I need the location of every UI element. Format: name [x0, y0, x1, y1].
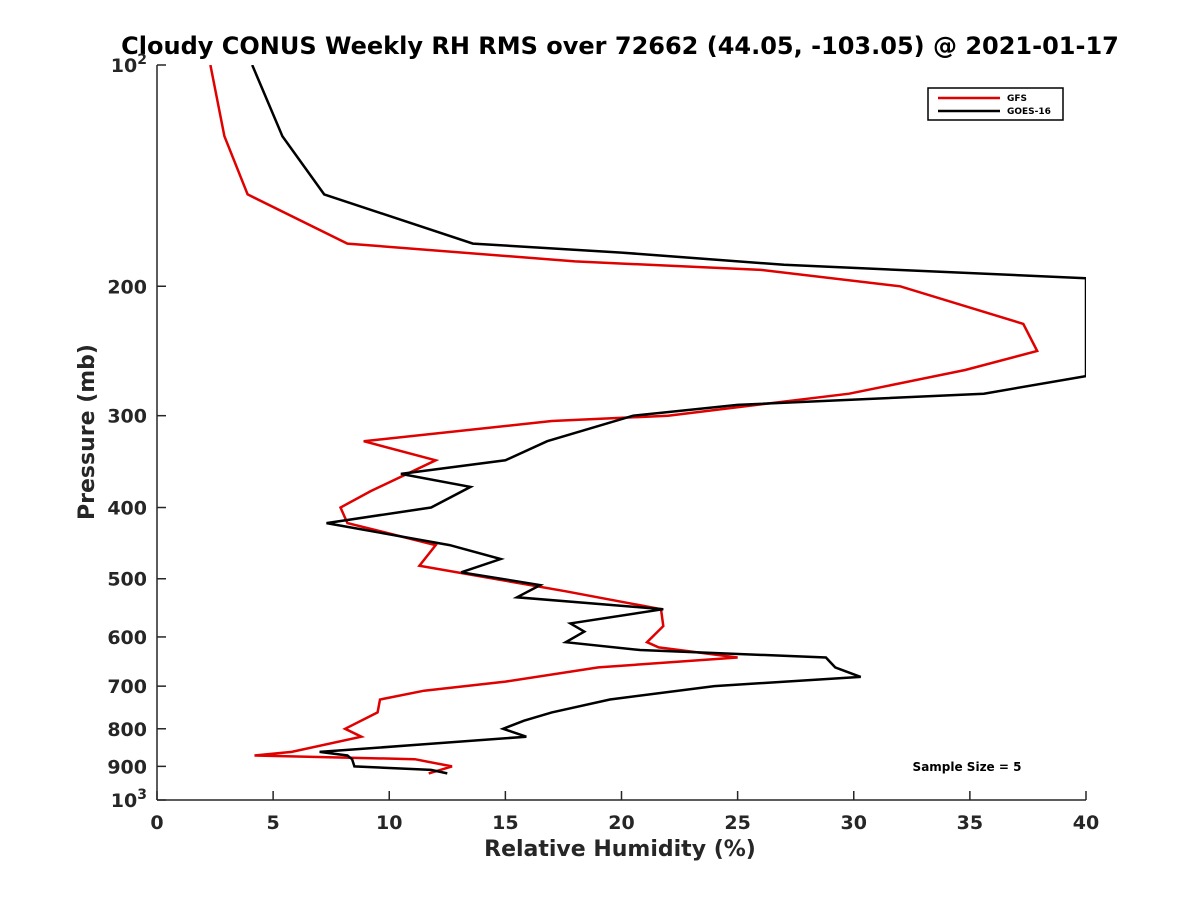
y-tick-label: 800	[107, 719, 147, 741]
y-tick-label: 600	[107, 627, 147, 649]
y-tick-label: 700	[107, 676, 147, 698]
legend-label-gfs: GFS	[1007, 94, 1027, 104]
x-tick-label: 25	[724, 812, 750, 834]
chart-title: Cloudy CONUS Weekly RH RMS over 72662 (4…	[121, 32, 1119, 60]
plot-background	[157, 65, 1086, 800]
y-tick-label: 102	[111, 52, 147, 77]
sample-size-annotation: Sample Size = 5	[913, 760, 1022, 774]
x-tick-label: 10	[376, 812, 402, 834]
axes-layer: 0 5 10 15 20 25 30 35 40 102 200 300 400 500 600 700 800…	[107, 52, 1099, 834]
y-tick-label: 300	[107, 406, 147, 428]
series-line-goes16	[251, 65, 1086, 775]
y-tick-label: 103	[111, 787, 147, 812]
series-layer	[209, 65, 1086, 775]
legend-box	[927, 87, 1064, 121]
x-tick-label: 5	[267, 812, 280, 834]
legend-label-goes16: GOES-16	[1007, 107, 1051, 117]
y-tick-label: 400	[107, 498, 147, 520]
x-tick-label: 40	[1073, 812, 1099, 834]
x-tick-label: 30	[841, 812, 867, 834]
x-tick-label: 15	[492, 812, 518, 834]
plot-area: 0 5 10 15 20 25 30 35 40 102 200 300 400 500 600 700 800…	[107, 52, 1099, 834]
y-tick-label: 900	[107, 756, 147, 778]
y-axis-label: Pressure (mb)	[75, 344, 100, 520]
x-tick-label: 35	[957, 812, 983, 834]
y-tick-label: 200	[107, 276, 147, 298]
x-tick-label: 20	[608, 812, 634, 834]
x-axis-label: Relative Humidity (%)	[484, 837, 756, 862]
x-tick-label: 0	[150, 812, 163, 834]
y-tick-label: 500	[107, 569, 147, 591]
series-line-gfs	[209, 65, 1040, 775]
legend: GFS GOES-16	[927, 87, 1064, 121]
